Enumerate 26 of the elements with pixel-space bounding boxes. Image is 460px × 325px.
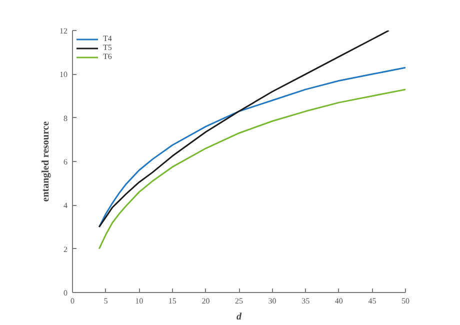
y-tick-label: 2 (64, 244, 68, 254)
x-tick-label: 35 (302, 296, 310, 306)
y-tick-label: 6 (64, 158, 68, 166)
x-tick-label: 15 (168, 296, 176, 306)
x-tick-label: 10 (135, 296, 144, 306)
x-tick-label: 0 (70, 296, 74, 306)
y-tick-label: 4 (64, 201, 68, 210)
legend-label: T6 (103, 52, 113, 61)
x-tick-label: 25 (235, 296, 243, 306)
legend-label: T4 (103, 34, 113, 43)
x-tick-label: 20 (202, 296, 210, 306)
x-tick-label: 30 (268, 296, 276, 306)
line-series (98, 30, 390, 228)
y-tick-label: 12 (60, 26, 68, 36)
x-tick-label: 5 (104, 296, 108, 306)
y-axis-title: entangled resource (40, 120, 52, 202)
line-series (98, 66, 406, 228)
x-tick-label: 40 (334, 296, 343, 306)
y-tick-label: 0 (64, 288, 68, 298)
legend-label: T5 (103, 43, 113, 52)
x-tick-label: 45 (368, 296, 376, 306)
line-series (98, 88, 406, 250)
x-tick-label: 50 (402, 296, 410, 306)
x-axis-title: d (236, 312, 242, 322)
y-tick-label: 10 (60, 70, 68, 80)
y-tick-label: 8 (64, 114, 68, 123)
